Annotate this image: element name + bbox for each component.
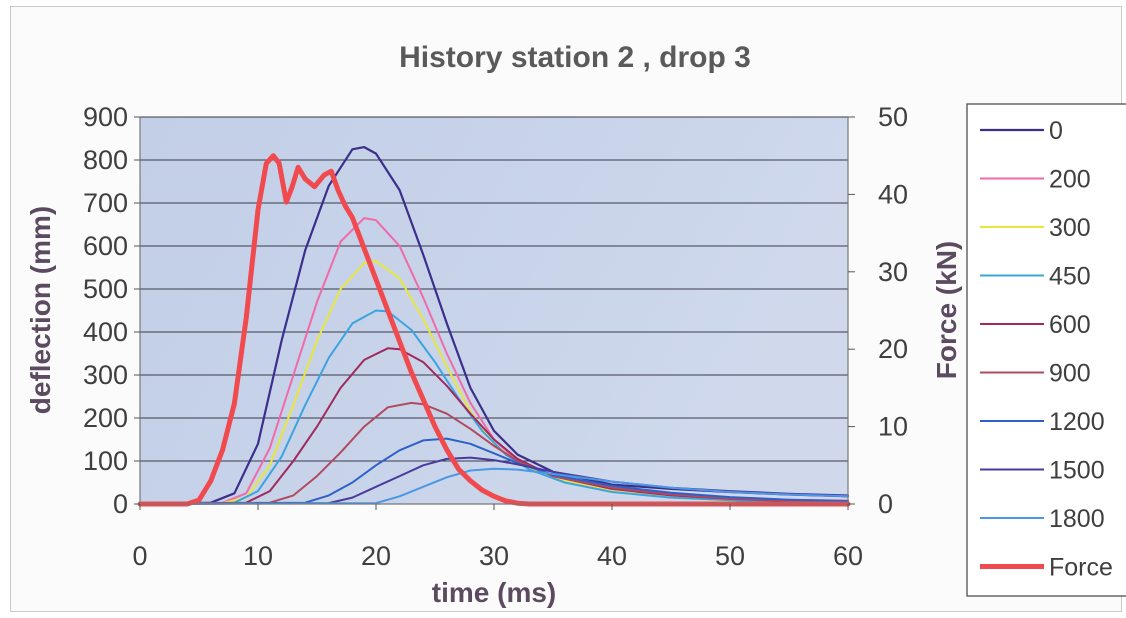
y2-axis-ticks: 0 10 20 30 40 50 <box>848 102 908 519</box>
y-tick-label: 800 <box>83 145 128 175</box>
x-tick-label: 40 <box>597 541 627 571</box>
legend-label: 200 <box>1049 166 1091 194</box>
legend-label: 1500 <box>1049 457 1105 485</box>
series-line-0 <box>138 146 850 506</box>
y-tick-label: 200 <box>83 403 128 433</box>
legend-label: 600 <box>1049 311 1091 339</box>
y2-tick-label: 50 <box>878 102 908 132</box>
legend-label: 900 <box>1049 360 1091 388</box>
x-tick-label: 50 <box>715 541 745 571</box>
y-tick-label: 600 <box>83 231 128 261</box>
x-tick-label: 0 <box>132 541 147 571</box>
x-tick-label: 10 <box>243 541 273 571</box>
y-tick-label: 100 <box>83 446 128 476</box>
y2-tick-label: 40 <box>878 179 908 209</box>
chart-title: History station 2 , drop 3 <box>399 41 751 74</box>
y2-axis-label: Force (kN) <box>931 241 962 379</box>
series-line-900 <box>139 401 849 505</box>
x-tick-label: 60 <box>833 541 863 571</box>
legend-label: 1200 <box>1049 408 1105 436</box>
y2-tick-label: 20 <box>878 334 908 364</box>
legend-label: 300 <box>1049 214 1091 242</box>
y-axis-ticks: 0 100 200 300 400 500 600 700 800 900 <box>83 102 140 519</box>
legend-label: 0 <box>1049 117 1063 145</box>
y-tick-label: 700 <box>83 188 128 218</box>
y-axis-label: deflection (mm) <box>25 206 56 414</box>
y-tick-label: 400 <box>83 317 128 347</box>
y2-tick-label: 10 <box>878 412 908 442</box>
legend: 0 200 300 450 600 900 1200 1500 1800 Force <box>980 117 1113 582</box>
legend-label: 1800 <box>1049 505 1105 533</box>
series-line-1200 <box>139 437 849 505</box>
y2-tick-label: 0 <box>878 489 893 519</box>
legend-label: 450 <box>1049 263 1091 291</box>
y-tick-label: 900 <box>83 102 128 132</box>
x-axis-ticks: 0 10 20 30 40 50 60 <box>132 504 863 571</box>
legend-label: Force <box>1049 554 1113 582</box>
y-tick-label: 500 <box>83 274 128 304</box>
series-line-450 <box>139 309 849 505</box>
x-tick-label: 20 <box>361 541 391 571</box>
y-tick-label: 300 <box>83 360 128 390</box>
y-tick-label: 0 <box>113 489 128 519</box>
series-line-force <box>137 153 851 507</box>
legend-box <box>966 103 1126 597</box>
x-axis-label: time (ms) <box>432 577 556 608</box>
x-tick-label: 30 <box>479 541 509 571</box>
series-layer <box>137 146 851 507</box>
series-line-1800 <box>139 467 849 505</box>
y2-tick-label: 30 <box>878 257 908 287</box>
